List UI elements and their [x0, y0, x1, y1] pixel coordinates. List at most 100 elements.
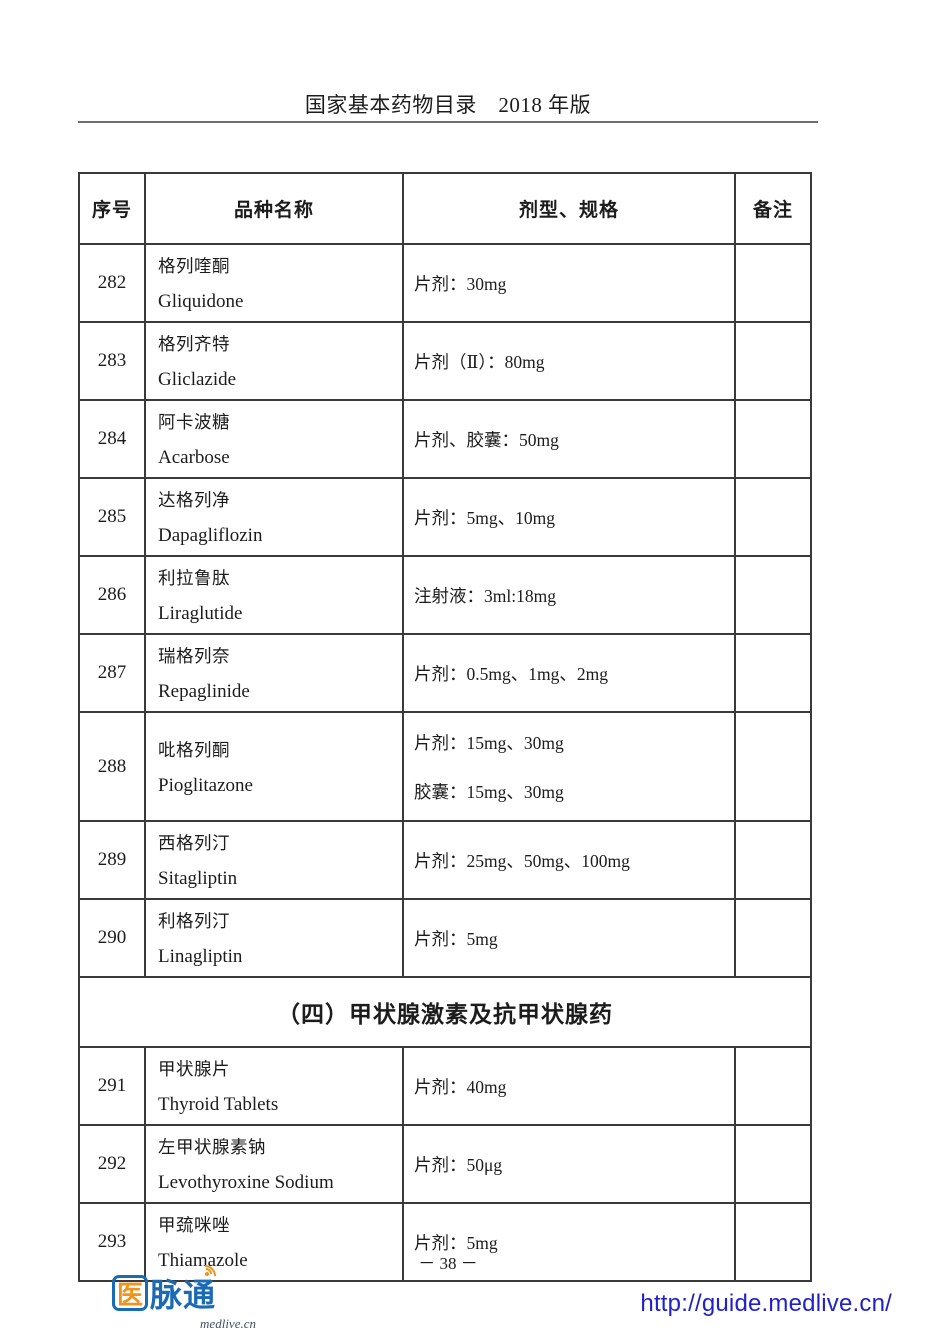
note-cell	[736, 1048, 810, 1124]
note-cell	[736, 635, 810, 711]
name-cn: 达格列净	[158, 490, 230, 510]
table-row: 285 达格列净 Dapagliflozin 片剂：5mg、10mg	[80, 479, 810, 557]
table-row: 292 左甲状腺素钠 Levothyroxine Sodium 片剂：50μg	[80, 1126, 810, 1204]
spec-cell: 片剂：0.5mg、1mg、2mg	[404, 635, 736, 711]
name-cell: 阿卡波糖 Acarbose	[146, 401, 404, 477]
name-cn: 利格列汀	[158, 911, 230, 931]
table-row: 284 阿卡波糖 Acarbose 片剂、胶囊：50mg	[80, 401, 810, 479]
name-cell: 达格列净 Dapagliflozin	[146, 479, 404, 555]
row-number: 285	[80, 479, 146, 555]
spec-line: 注射液：3ml:18mg	[414, 585, 556, 606]
name-cn: 吡格列酮	[158, 739, 230, 760]
spec-line: 片剂：5mg、10mg	[414, 507, 555, 528]
name-cell: 西格列汀 Sitagliptin	[146, 822, 404, 898]
table-row: 283 格列齐特 Gliclazide 片剂（Ⅱ）：80mg	[80, 323, 810, 401]
page-title: 国家基本药物目录 2018 年版	[304, 93, 592, 117]
title-divider	[78, 121, 818, 123]
spec-line: 胶囊：15mg、30mg	[414, 781, 564, 802]
spec-line: 片剂：40mg	[414, 1076, 507, 1097]
name-en: Levothyroxine Sodium	[158, 1172, 334, 1193]
name-cn: 格列喹酮	[158, 256, 230, 276]
table-row: 282 格列喹酮 Gliquidone 片剂：30mg	[80, 245, 810, 323]
spec-line: 片剂：25mg、50mg、100mg	[414, 850, 630, 871]
name-cn: 阿卡波糖	[158, 412, 230, 432]
name-en: Acarbose	[158, 447, 230, 468]
note-cell	[736, 245, 810, 321]
name-cell: 吡格列酮 Pioglitazone	[146, 713, 404, 820]
medicine-table: 序号 品种名称 剂型、规格 备注 282 格列喹酮 Gliquidone 片剂：30m…	[78, 172, 812, 1282]
name-en: Thyroid Tablets	[158, 1094, 279, 1115]
row-number: 288	[80, 713, 146, 820]
spec-cell: 片剂：5mg、10mg	[404, 479, 736, 555]
name-cn: 甲巯咪唑	[158, 1215, 230, 1235]
row-number: 282	[80, 245, 146, 321]
table-row: 288 吡格列酮 Pioglitazone 片剂：15mg、30mg 胶囊：15mg、3…	[80, 713, 810, 822]
section-row: （四）甲状腺激素及抗甲状腺药	[80, 978, 810, 1048]
row-number: 287	[80, 635, 146, 711]
name-cell: 瑞格列奈 Repaglinide	[146, 635, 404, 711]
logo-yi-glyph: 医	[112, 1275, 148, 1311]
name-cell: 格列喹酮 Gliquidone	[146, 245, 404, 321]
spec-cell: 片剂：50μg	[404, 1126, 736, 1202]
table-row: 289 西格列汀 Sitagliptin 片剂：25mg、50mg、100mg	[80, 822, 810, 900]
spec-cell: 片剂：5mg	[404, 1204, 736, 1280]
table-row: 291 甲状腺片 Thyroid Tablets 片剂：40mg	[80, 1048, 810, 1126]
guide-url-link[interactable]: http://guide.medlive.cn/	[640, 1290, 892, 1317]
spec-cell: 注射液：3ml:18mg	[404, 557, 736, 633]
table-header-row: 序号 品种名称 剂型、规格 备注	[80, 174, 810, 245]
logo-domain-text: medlive.cn	[200, 1316, 256, 1331]
note-cell	[736, 557, 810, 633]
name-en: Dapagliflozin	[158, 525, 263, 546]
name-en: Liraglutide	[158, 603, 243, 624]
row-number: 293	[80, 1204, 146, 1280]
name-cell: 格列齐特 Gliclazide	[146, 323, 404, 399]
logo-wordmark: 医 脉通	[112, 1265, 262, 1316]
name-cn: 利拉鲁肽	[158, 568, 230, 588]
spec-cell: 片剂、胶囊：50mg	[404, 401, 736, 477]
spec-line: 片剂：15mg、30mg	[414, 732, 564, 753]
table-row: 287 瑞格列奈 Repaglinide 片剂：0.5mg、1mg、2mg	[80, 635, 810, 713]
row-number: 292	[80, 1126, 146, 1202]
row-number: 286	[80, 557, 146, 633]
name-en: Repaglinide	[158, 681, 250, 702]
name-en: Pioglitazone	[158, 774, 253, 796]
spec-line: 片剂：5mg	[414, 928, 498, 949]
spec-line: 片剂、胶囊：50mg	[414, 429, 559, 450]
name-cn: 瑞格列奈	[158, 646, 230, 666]
name-en: Sitagliptin	[158, 868, 238, 889]
spec-line: 片剂：30mg	[414, 273, 507, 294]
row-number: 289	[80, 822, 146, 898]
spec-line: 片剂（Ⅱ）：80mg	[414, 351, 545, 372]
column-header-name: 品种名称	[146, 174, 404, 243]
spec-cell: 片剂：5mg	[404, 900, 736, 976]
spec-cell: 片剂：15mg、30mg 胶囊：15mg、30mg	[404, 713, 736, 820]
name-cell: 左甲状腺素钠 Levothyroxine Sodium	[146, 1126, 404, 1202]
row-number: 284	[80, 401, 146, 477]
name-en: Linagliptin	[158, 946, 243, 967]
row-number: 291	[80, 1048, 146, 1124]
row-number: 290	[80, 900, 146, 976]
name-en: Gliquidone	[158, 291, 244, 312]
note-cell	[736, 900, 810, 976]
column-header-spec: 剂型、规格	[404, 174, 736, 243]
spec-cell: 片剂：25mg、50mg、100mg	[404, 822, 736, 898]
name-cell: 甲巯咪唑 Thiamazole	[146, 1204, 404, 1280]
name-en: Thiamazole	[158, 1250, 248, 1271]
spec-line: 片剂：5mg	[414, 1232, 498, 1253]
note-cell	[736, 1126, 810, 1202]
column-header-note: 备注	[752, 200, 793, 221]
page-number: － 38 －	[418, 1254, 478, 1273]
name-cell: 利拉鲁肽 Liraglutide	[146, 557, 404, 633]
name-cn: 西格列汀	[158, 833, 230, 853]
medlive-logo: 医 脉通 medlive.cn	[112, 1265, 262, 1332]
table-row: 286 利拉鲁肽 Liraglutide 注射液：3ml:18mg	[80, 557, 810, 635]
spec-line: 片剂：50μg	[414, 1154, 503, 1175]
spec-cell: 片剂：30mg	[404, 245, 736, 321]
name-cn: 格列齐特	[158, 334, 230, 354]
name-cell: 利格列汀 Linagliptin	[146, 900, 404, 976]
note-cell	[736, 479, 810, 555]
table-row: 290 利格列汀 Linagliptin 片剂：5mg	[80, 900, 810, 978]
name-en: Gliclazide	[158, 369, 237, 390]
logo-maitong-glyphs: 脉通	[150, 1277, 217, 1313]
table-row: 293 甲巯咪唑 Thiamazole 片剂：5mg	[80, 1204, 810, 1280]
